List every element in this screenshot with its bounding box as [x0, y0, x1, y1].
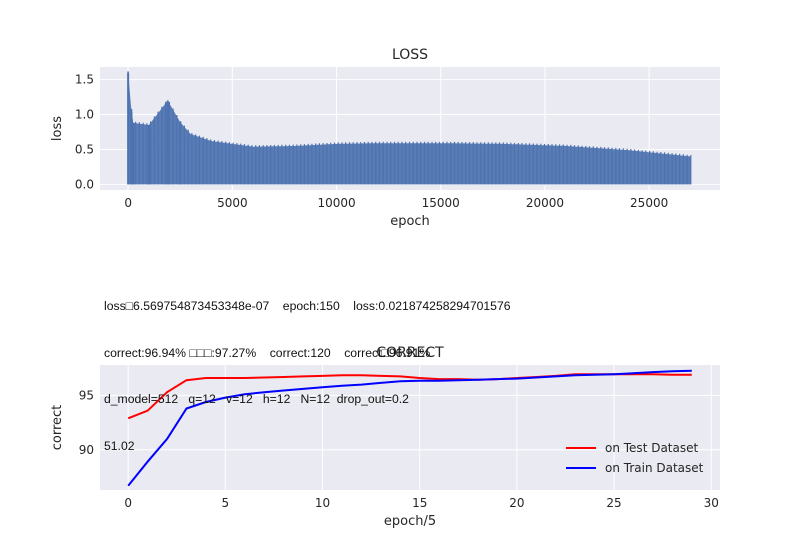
- x-tick-label: 0: [124, 496, 132, 510]
- loss-y-tick-labels: 0.0 0.5 1.0 1.5: [75, 73, 94, 192]
- loss-envelope: [128, 72, 691, 185]
- x-tick-label: 25: [606, 496, 621, 510]
- x-tick-label: 10: [315, 496, 330, 510]
- x-tick-label: 20000: [526, 196, 564, 210]
- loss-chart-title: LOSS: [392, 47, 428, 63]
- x-tick-label: 30: [704, 496, 719, 510]
- correct-chart-title: CORRECT: [376, 345, 444, 361]
- correct-grid: [100, 365, 720, 490]
- x-tick-label: 5000: [217, 196, 248, 210]
- correct-y-axis-label: correct: [50, 405, 65, 451]
- info-line-loss: loss□6.569754873453348e-07 epoch:150 los…: [104, 299, 511, 313]
- y-tick-label: 1.5: [75, 73, 94, 87]
- y-tick-label: 90: [79, 443, 94, 457]
- loss-x-tick-labels: 0 5000 10000 15000 20000 25000: [124, 196, 668, 210]
- x-tick-label: 15000: [422, 196, 460, 210]
- info-line-hyperparams: d_model=512 q=12 v=12 h=12 N=12 drop_out…: [104, 392, 409, 406]
- x-tick-label: 5: [222, 496, 230, 510]
- correct-plot-background: [100, 365, 720, 490]
- legend-label-train: on Train Dataset: [605, 461, 704, 475]
- loss-series: [127, 71, 692, 185]
- x-tick-label: 15: [412, 496, 427, 510]
- correct-x-tick-labels: 0 5 10 15 20 25 30: [124, 496, 719, 510]
- loss-chart: 0 5000 10000 15000 20000 25000 0.0 0.5 1.0 1.5 L…: [50, 47, 720, 229]
- legend: on Test Dataset on Train Dataset: [566, 441, 704, 475]
- x-tick-label: 20: [509, 496, 524, 510]
- correct-chart: 0 5 10 15 20 25 30 90 95 CORRECT epoch/5 correc…: [50, 345, 720, 529]
- training-info-text: loss□6.569754873453348e-07 epoch:150 los…: [104, 268, 511, 470]
- correct-series: [127, 369, 692, 487]
- x-tick-label: 10000: [317, 196, 355, 210]
- y-tick-label: 95: [79, 388, 94, 402]
- loss-y-axis-label: loss: [50, 116, 65, 141]
- correct-y-tick-labels: 90 95: [79, 388, 94, 456]
- y-tick-label: 0.0: [75, 177, 94, 191]
- info-line-correct: correct:96.94% □□□:97.27% correct:120 co…: [104, 345, 431, 360]
- loss-x-axis-label: epoch: [390, 214, 430, 229]
- correct-x-axis-label: epoch/5: [384, 514, 436, 529]
- x-tick-label: 25000: [630, 196, 668, 210]
- train-series-line: [127, 369, 692, 487]
- x-tick-label: 0: [124, 196, 132, 210]
- y-tick-label: 1.0: [75, 108, 94, 122]
- legend-label-test: on Test Dataset: [605, 441, 698, 455]
- y-tick-label: 0.5: [75, 142, 94, 156]
- info-line-value: 51.02: [104, 438, 135, 453]
